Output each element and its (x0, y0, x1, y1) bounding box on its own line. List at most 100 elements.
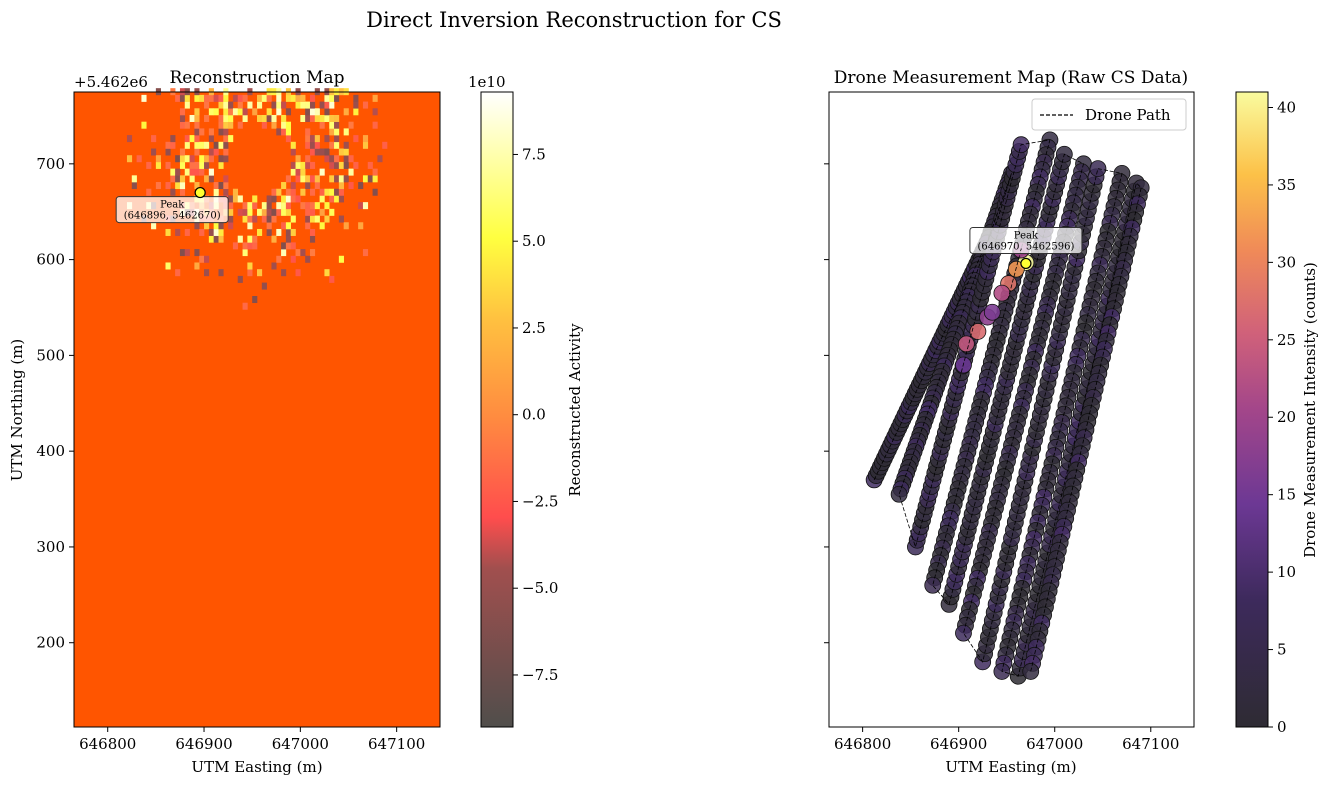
heatmap-cell (204, 269, 210, 277)
heatmap-cell (199, 255, 205, 263)
drone-hot-point (993, 284, 1011, 302)
heatmap-cell (353, 135, 359, 143)
heatmap-cell (252, 195, 258, 203)
heatmap-cell (170, 168, 176, 176)
heatmap-cell (232, 94, 239, 102)
heatmap-cell (362, 101, 369, 109)
heatmap-cell (295, 195, 301, 203)
heatmap-cell (281, 249, 287, 257)
heatmap-cell (237, 94, 243, 102)
heatmap-cell (165, 262, 171, 270)
heatmap-cell (189, 155, 195, 163)
heatmap-cell (189, 135, 195, 143)
heatmap-cell (295, 168, 301, 176)
heatmap-cell (300, 94, 306, 102)
heatmap-cell (382, 141, 388, 149)
heatmap-cell (261, 282, 267, 290)
heatmap-cell (372, 188, 378, 196)
heatmap-cell (252, 242, 258, 250)
colorbar-tick-label: 5.0 (522, 232, 546, 250)
heatmap-cell (266, 195, 272, 203)
heatmap-cell (223, 155, 229, 163)
heatmap-cell (372, 121, 378, 129)
drone-x-label: UTM Easting (m) (945, 758, 1076, 776)
heatmap-cell (247, 242, 253, 250)
colorbar-tick-label: 10 (1277, 563, 1296, 581)
heatmap-cell (151, 148, 157, 156)
heatmap-cell (290, 242, 296, 250)
heatmap-cell (372, 175, 378, 183)
heatmap-cell (285, 175, 292, 183)
heatmap-cell (305, 222, 311, 230)
heatmap-cell (170, 135, 176, 143)
heatmap-cell (261, 94, 267, 102)
heatmap-cell (252, 215, 258, 223)
heatmap-cell (329, 155, 335, 163)
heatmap-cell (218, 235, 224, 243)
colorbar-tick-label: 7.5 (522, 145, 546, 163)
heatmap-cell (261, 202, 267, 210)
heatmap-cell (189, 175, 195, 183)
heatmap-cell (223, 101, 229, 109)
heatmap-cell (285, 195, 292, 203)
heatmap-cell (218, 94, 224, 102)
heatmap-cell (290, 161, 296, 169)
heatmap-cell (228, 108, 234, 116)
heatmap-cell (329, 175, 335, 183)
heatmap-cell (189, 168, 195, 176)
heatmap-cell (343, 108, 349, 116)
drone-point (955, 624, 972, 642)
heatmap-cell (155, 155, 161, 163)
heatmap-cell (266, 228, 272, 236)
heatmap-cell (309, 94, 316, 102)
heatmap-cell (329, 195, 335, 203)
heatmap-cell (290, 195, 296, 203)
heatmap-cell (165, 141, 171, 149)
heatmap-cell (329, 114, 335, 122)
heatmap-cell (213, 141, 219, 149)
drone-map-frame (828, 91, 1195, 728)
heatmap-cell (179, 148, 186, 156)
heatmap-cell (208, 135, 214, 143)
colorbar-tick-label: 0 (1277, 718, 1287, 736)
drone-point (890, 485, 908, 503)
reconstruction-map-title: Reconstruction Map (170, 68, 345, 88)
heatmap-cell (290, 228, 296, 236)
heatmap-cell (223, 121, 229, 129)
heatmap-cell (343, 148, 349, 156)
heatmap-cell (175, 175, 181, 183)
heatmap-cell (204, 155, 210, 163)
heatmap-cell (218, 128, 224, 136)
heatmap-cell (319, 148, 325, 156)
heatmap-cell (300, 101, 306, 109)
drone-scatter (865, 131, 1150, 685)
colorbar-tick-label: 5 (1277, 641, 1287, 659)
heatmap-cell (329, 275, 335, 283)
heatmap-cell (232, 242, 239, 250)
reconstruction-colorbar-exponent: 1e10 (468, 73, 506, 91)
heatmap-cell (266, 108, 272, 116)
heatmap-cell (377, 155, 383, 163)
heatmap-cell (194, 161, 200, 169)
peak-label-coords: (646970, 5462596) (977, 241, 1074, 252)
colorbar-tick-label: 2.5 (522, 319, 546, 337)
heatmap-cell (271, 235, 277, 243)
heatmap-cell (276, 128, 282, 136)
heatmap-cell (334, 188, 340, 196)
heatmap-cell (257, 114, 263, 122)
heatmap-cell (319, 195, 325, 203)
heatmap-cell (309, 108, 316, 116)
heatmap-cell (305, 108, 311, 116)
heatmap-cell (276, 108, 282, 116)
heatmap-cell (314, 202, 320, 210)
y-tick-label: 700 (36, 155, 65, 173)
heatmap-cell (324, 215, 330, 223)
drone-hot-point (983, 303, 1001, 321)
heatmap-cell (367, 161, 373, 169)
heatmap-cell (343, 222, 349, 230)
heatmap-cell (208, 228, 214, 236)
y-tick-label: 200 (36, 634, 65, 652)
heatmap-cell (257, 94, 263, 102)
reconstruction-map-frame (73, 91, 441, 728)
heatmap-cell (324, 148, 330, 156)
